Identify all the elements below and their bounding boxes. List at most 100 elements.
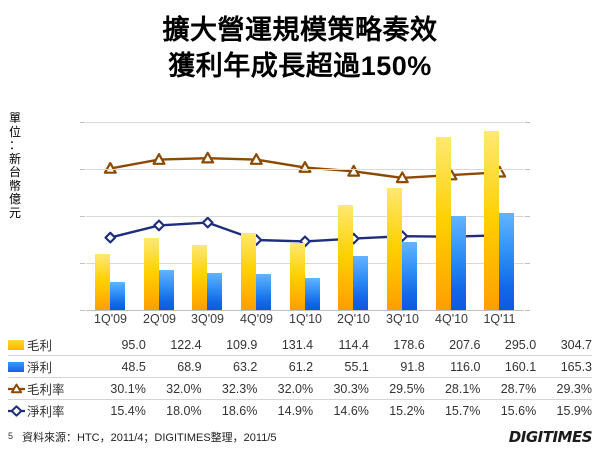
bar-group — [378, 122, 427, 310]
row-gross-margin-label: 毛利率 — [8, 377, 91, 400]
bar-group — [86, 122, 135, 310]
legend-diamond-net-margin-icon — [8, 404, 25, 417]
y2-axis-tick-mark — [525, 122, 530, 123]
table-cell: 63.2 — [201, 355, 258, 378]
row-net-margin-label: 淨利率 — [8, 400, 90, 422]
bar-group — [135, 122, 184, 310]
bar-gross-profit — [484, 131, 499, 310]
table-cell: 15.2% — [389, 403, 425, 418]
bar-gross-profit — [290, 243, 305, 310]
unit-label-char: 億 — [8, 192, 21, 206]
row-net-profit-label: 淨利 — [8, 355, 91, 378]
x-axis-label: 1Q'11 — [483, 312, 516, 326]
y2-axis-tick-mark — [525, 310, 530, 311]
table-cell: 18.6% — [221, 403, 258, 418]
table-cell: 160.1 — [480, 355, 537, 378]
x-axis-labels: 1Q'09 2Q'09 3Q'09 4Q'09 1Q'10 2Q'10 3Q'10 4Q'10… — [86, 312, 524, 332]
table-cell: 29.3% — [536, 377, 592, 400]
y-axis-tick-mark — [80, 169, 85, 170]
table-cell: 14.6% — [333, 403, 369, 418]
y2-axis-tick-mark — [525, 263, 530, 264]
bar-net-profit — [499, 213, 514, 310]
bar-net-profit — [305, 278, 320, 310]
data-table: 毛利 95.0 122.4 109.9 131.4 114.4 178.6 207.6 295.… — [8, 334, 592, 421]
table-cell: 15.4% — [110, 403, 146, 418]
bar-gross-profit — [144, 238, 159, 310]
x-axis-label: 2Q'10 — [337, 312, 370, 326]
unit-label-char: ： — [8, 138, 21, 152]
legend-triangle-gross-margin-icon — [8, 383, 25, 395]
table-cell: 30.3% — [313, 377, 369, 400]
table-cell: 48.5 — [90, 355, 146, 378]
x-axis-label: 4Q'09 — [240, 312, 273, 326]
unit-label-char: 元 — [8, 205, 21, 220]
x-axis-line — [86, 310, 524, 311]
y-axis-unit-label: 單位：新台幣億元 — [5, 111, 25, 220]
plot-area: 32040%24030%16020%8010%00% — [80, 122, 530, 311]
row-net-margin-text: 淨利率 — [27, 405, 65, 419]
bar-group — [475, 122, 524, 310]
title-line-2: 獲利年成長超過150% — [168, 51, 432, 81]
bar-gross-profit — [338, 205, 353, 310]
y-axis-tick-mark — [80, 263, 85, 264]
table-cell: 61.2 — [257, 355, 314, 378]
bar-net-profit — [256, 274, 271, 310]
bar-net-profit — [353, 256, 368, 310]
table-cell: 28.7% — [480, 377, 537, 400]
bar-net-profit — [451, 216, 466, 310]
source-note: 資料來源：HTC，2011/4；DIGITIMES整理，2011/5 — [22, 432, 277, 444]
table-cell: 122.4 — [145, 334, 202, 356]
unit-label-char: 位 — [8, 124, 21, 139]
table-row: 毛利率 30.1% 32.0% 32.3% 32.0% 30.3% 29.5% 28.1% 28… — [8, 377, 592, 400]
table-cell: 15.7% — [444, 403, 481, 418]
table-cell: 131.4 — [257, 334, 314, 356]
bar-net-profit — [402, 242, 417, 310]
row-gross-profit-label: 毛利 — [8, 334, 91, 356]
table-cell: 95.0 — [90, 334, 146, 356]
table-cell: 116.0 — [424, 355, 481, 378]
y-axis-tick-mark — [80, 216, 85, 217]
bar-group — [329, 122, 378, 310]
bar-group — [427, 122, 476, 310]
table-cell: 91.8 — [368, 355, 425, 378]
row-gross-profit-text: 毛利 — [27, 339, 53, 353]
unit-label-char: 台 — [8, 165, 21, 179]
table-cell: 32.0% — [257, 377, 314, 400]
legend-swatch-gross-profit-icon — [8, 339, 24, 350]
digitimes-logo: DIGITIMES — [508, 428, 593, 446]
bar-gross-profit — [192, 245, 207, 310]
table-row: 淨利率 15.4% 18.0% 18.6% 14.9% 14.6% 15.2% 15.7% 15… — [8, 400, 592, 422]
bar-gross-profit — [387, 188, 402, 310]
gridline — [86, 263, 524, 264]
unit-label-char: 新 — [8, 151, 21, 166]
table-cell: 18.0% — [166, 403, 202, 418]
bar-gross-profit — [436, 137, 451, 310]
table-cell: 30.1% — [90, 377, 146, 400]
table-row: 淨利 48.5 68.9 63.2 61.2 55.1 91.8 116.0 160.1 165.… — [8, 355, 592, 378]
gridline — [86, 122, 524, 123]
x-axis-label: 4Q'10 — [435, 312, 468, 326]
table-row: 毛利 95.0 122.4 109.9 131.4 114.4 178.6 207.6 295.… — [8, 334, 592, 356]
bar-gross-profit — [95, 254, 110, 310]
gridline — [86, 216, 524, 217]
x-axis-label: 3Q'10 — [386, 312, 419, 326]
unit-label-char: 幣 — [8, 178, 21, 193]
x-axis-label: 1Q'10 — [289, 312, 322, 326]
table-cell: 304.7 — [536, 334, 592, 356]
table-cell: 55.1 — [313, 355, 369, 378]
row-gross-margin-text: 毛利率 — [27, 383, 65, 397]
x-axis-label: 2Q'09 — [143, 312, 176, 326]
row-net-profit-text: 淨利 — [27, 361, 53, 375]
y-axis-tick-mark — [80, 310, 85, 311]
gridline — [86, 169, 524, 170]
table-cell: 178.6 — [368, 334, 425, 356]
y-axis-tick-mark — [80, 122, 85, 123]
table-cell: 15.9% — [556, 403, 592, 418]
y2-axis-tick-mark — [525, 216, 530, 217]
table-cell: 15.6% — [500, 403, 537, 418]
bar-group — [232, 122, 281, 310]
page-title: 擴大營運規模策略奏效 獲利年成長超過150% — [0, 12, 600, 84]
table-cell: 114.4 — [313, 334, 369, 356]
table-cell: 109.9 — [201, 334, 258, 356]
